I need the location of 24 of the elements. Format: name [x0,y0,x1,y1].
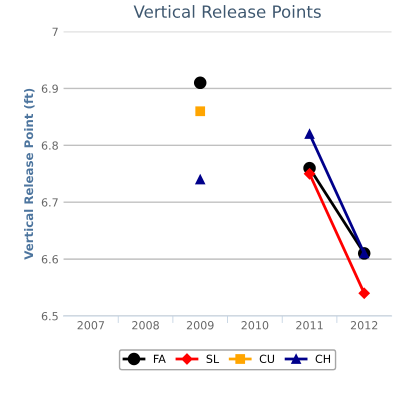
point [195,174,206,184]
y-tick-label: 6.6 [42,255,58,264]
legend-label: FA [154,354,166,363]
x-tick-label: 2010 [242,321,268,330]
y-tick-label: 6.8 [42,141,58,150]
point [195,106,206,116]
legend-label: SL [206,354,220,364]
point [358,288,370,299]
point [304,129,314,139]
legend-label: CU [260,354,274,364]
y-tick-label: 6.5 [42,312,58,320]
point [194,76,206,90]
x-tick-label: 2012 [350,321,378,330]
x-tick-label: 2011 [296,321,323,330]
x-tick-label: 2008 [132,321,159,330]
y-axis-title: Vertical Release Point (ft) [24,88,35,260]
chart-title: Vertical Release Points [134,5,321,18]
x-tick-label: 2009 [186,321,214,330]
legend-label: CH [316,354,330,364]
y-tick-label: 7 [52,28,58,36]
point [304,168,316,180]
y-tick-label: 6.9 [42,84,58,93]
y-tick-label: 6.7 [42,198,58,207]
x-tick-label: 2007 [78,321,104,330]
